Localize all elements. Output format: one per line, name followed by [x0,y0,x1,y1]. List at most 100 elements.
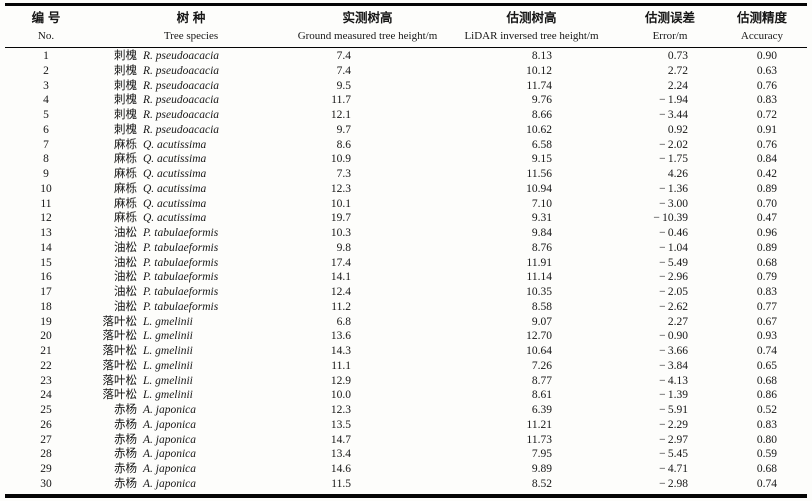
accuracy-cell: 0.83 [756,94,777,107]
table-row: 18 油松 P. tabulaeformis 11.2 8.58 − 2.62 … [5,300,807,315]
error-cell: − 2.05 [659,286,688,298]
lidar-height-cell: 8.77 [531,374,552,387]
species-chinese-name: 刺槐 [114,79,137,92]
table-row: 4 刺槐 R. pseudoacacia 11.7 9.76 − 1.94 0.… [5,93,807,108]
error-cell: − 2.97 [659,433,688,446]
measured-height-cell: 13.6 [330,330,351,343]
species-latin-name: A. japonica [143,448,197,461]
table-row: 19 落叶松 L. gmelinii 6.8 9.07 2.27 0.67 [5,315,807,330]
accuracy-cell: 0.76 [756,138,777,151]
accuracy-cell: 0.86 [756,389,777,402]
measured-height-cell: 12.3 [330,404,351,416]
table-row: 17 油松 P. tabulaeformis 12.4 10.35 − 2.05… [5,285,807,300]
accuracy-cell: 0.89 [756,241,777,254]
header-species: 树种 Tree species [87,9,295,44]
lidar-height-cell: 9.15 [531,153,552,166]
species-chinese-name: 落叶松 [102,359,138,372]
header-error: 估测误差 Error/m [623,9,717,44]
table-row: 10 麻栎 Q. acutissima 12.3 10.94 − 1.36 0.… [5,182,807,197]
accuracy-cell: 0.72 [756,109,777,121]
error-cell: − 1.36 [659,182,688,195]
species-chinese-name: 麻栎 [114,212,137,225]
error-cell: 0.92 [667,123,688,136]
species-chinese-name: 油松 [114,227,137,239]
measured-height-cell: 11.1 [331,359,351,372]
accuracy-cell: 0.80 [756,433,777,446]
lidar-height-cell: 10.64 [526,345,552,357]
error-cell: 4.26 [667,168,688,180]
species-cell: 麻栎 Q. acutissima [87,152,295,167]
lidar-height-cell: 11.14 [526,271,552,284]
species-chinese-name: 落叶松 [102,389,138,402]
accuracy-cell: 0.52 [756,404,777,416]
measured-height-cell: 7.4 [336,64,351,77]
accuracy-cell: 0.65 [756,359,777,372]
species-latin-name: A. japonica [143,463,197,475]
accuracy-cell: 0.68 [756,374,777,387]
row-number-cell: 27 [40,433,52,446]
lidar-height-cell: 8.61 [531,389,552,402]
species-cell: 麻栎 Q. acutissima [87,211,295,226]
species-chinese-name: 落叶松 [102,330,138,343]
table-row: 22 落叶松 L. gmelinii 11.1 7.26 − 3.84 0.65 [5,359,807,374]
lidar-height-cell: 12.70 [526,330,552,343]
accuracy-cell: 0.67 [756,315,777,328]
species-latin-name: A. japonica [143,433,197,446]
lidar-height-cell: 10.94 [526,182,552,195]
species-cell: 赤杨 A. japonica [87,433,295,448]
lidar-height-cell: 11.21 [526,418,552,431]
lidar-height-cell: 9.07 [531,315,552,328]
lidar-height-cell: 8.66 [531,109,552,121]
accuracy-cell: 0.84 [756,153,777,166]
error-cell: − 2.62 [659,300,688,313]
species-chinese-name: 赤杨 [114,448,137,461]
table-row: 8 麻栎 Q. acutissima 10.9 9.15 − 1.75 0.84 [5,152,807,167]
row-number-cell: 24 [40,389,52,402]
row-number-cell: 10 [40,182,52,195]
row-number-cell: 13 [40,227,52,239]
error-cell: − 1.39 [659,389,688,402]
lidar-height-cell: 11.56 [526,168,552,180]
species-latin-name: R. pseudoacacia [143,94,220,107]
species-latin-name: L. gmelinii [143,359,193,372]
species-chinese-name: 刺槐 [114,123,137,136]
error-cell: − 1.04 [659,241,688,254]
species-latin-name: Q. acutissima [143,197,207,210]
measured-height-cell: 19.7 [330,212,351,225]
lidar-height-cell: 8.58 [531,300,552,313]
row-number-cell: 15 [40,256,52,269]
measured-height-cell: 7.4 [336,50,351,62]
tree-height-table: 编号 No. 树种 Tree species 实测树高 Ground measu… [5,3,807,498]
accuracy-cell: 0.93 [756,330,777,343]
table-row: 15 油松 P. tabulaeformis 17.4 11.91 − 5.49… [5,256,807,271]
accuracy-cell: 0.76 [756,79,777,92]
header-accuracy-en: Accuracy [740,30,784,42]
species-chinese-name: 油松 [114,256,137,269]
error-cell: 2.27 [667,315,688,328]
error-cell: − 2.29 [659,418,688,431]
species-chinese-name: 油松 [114,241,137,254]
header-lidar-height-en: LiDAR inversed tree height/m [464,30,599,42]
species-cell: 赤杨 A. japonica [87,477,295,492]
error-cell: − 2.02 [659,138,688,151]
species-chinese-name: 麻栎 [114,182,137,195]
species-cell: 刺槐 R. pseudoacacia [87,123,295,138]
table-row: 6 刺槐 R. pseudoacacia 9.7 10.62 0.92 0.91 [5,123,807,138]
species-latin-name: P. tabulaeformis [143,241,219,254]
species-latin-name: P. tabulaeformis [143,300,219,313]
row-number-cell: 1 [43,50,49,62]
error-cell: − 4.13 [659,374,688,387]
species-cell: 油松 P. tabulaeformis [87,270,295,285]
table-row: 30 赤杨 A. japonica 11.5 8.52 − 2.98 0.74 [5,477,807,492]
measured-height-cell: 17.4 [330,256,351,269]
table-row: 23 落叶松 L. gmelinii 12.9 8.77 − 4.13 0.68 [5,374,807,389]
header-accuracy: 估测精度 Accuracy [717,9,807,44]
row-number-cell: 20 [40,330,52,343]
error-cell: 2.24 [667,79,688,92]
error-cell: − 1.94 [659,94,688,107]
species-cell: 刺槐 R. pseudoacacia [87,64,295,79]
species-latin-name: P. tabulaeformis [143,227,219,239]
accuracy-cell: 0.91 [756,123,777,136]
table-row: 2 刺槐 R. pseudoacacia 7.4 10.12 2.72 0.63 [5,64,807,79]
accuracy-cell: 0.90 [756,50,777,62]
